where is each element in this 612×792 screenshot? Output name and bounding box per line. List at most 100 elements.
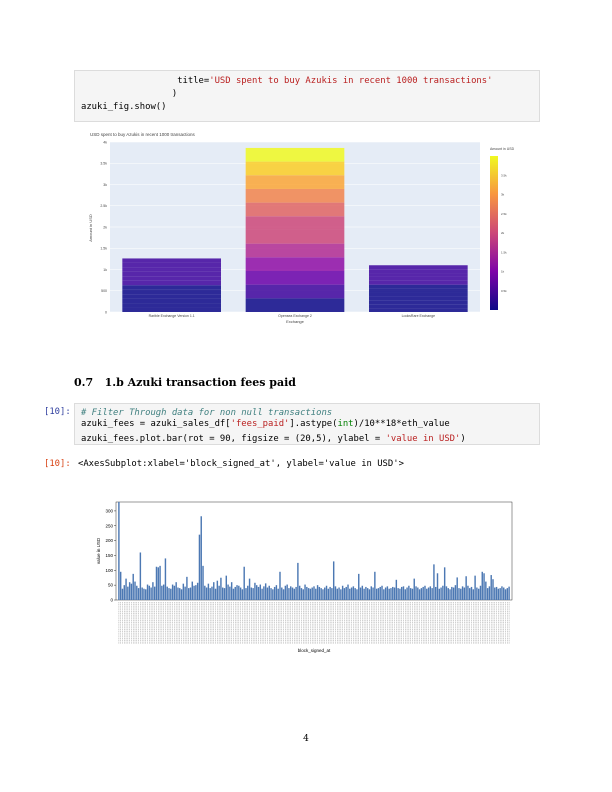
- fees-bar: [313, 586, 315, 600]
- bar-segment: [122, 267, 221, 272]
- bar-segment: [369, 280, 468, 285]
- fees-bar: [127, 586, 129, 600]
- fees-bar: [361, 585, 364, 600]
- fees-bar: [492, 579, 494, 600]
- fees-bar: [166, 586, 168, 600]
- bar-segment: [245, 284, 345, 299]
- fees-bar: [198, 534, 201, 600]
- code-line-title: title='USD spent to buy Azukis in recent…: [177, 76, 493, 86]
- fees-bar: [164, 558, 167, 600]
- code-line-show: azuki_fig.show(): [81, 102, 167, 112]
- fees-bar: [443, 567, 446, 600]
- fees-bar: [227, 584, 229, 600]
- y-tick-label: 100: [105, 568, 113, 573]
- fees-bar: [189, 587, 192, 600]
- fees-bar: [216, 580, 219, 600]
- fees-x-tick-labels: [118, 602, 510, 644]
- fees-bar: [477, 588, 480, 600]
- plot-bars: [122, 147, 468, 312]
- y-tick-label: 250: [105, 523, 113, 528]
- fees-bar: [488, 586, 491, 600]
- fees-bar: [400, 586, 403, 600]
- bar-1: [245, 147, 345, 312]
- code-line-fees-assign: azuki_fees = azuki_sales_df['fees_paid']…: [81, 419, 450, 429]
- bar-segment: [122, 258, 221, 263]
- fees-bar: [266, 587, 269, 600]
- fees-bar: [417, 587, 419, 600]
- fees-bar: [356, 589, 358, 600]
- fees-bar: [452, 587, 455, 600]
- fees-bar: [279, 571, 281, 600]
- fees-y-ticks: 0 50 100 150 200 250 300: [105, 508, 116, 603]
- fees-bar: [286, 584, 288, 600]
- fees-bar: [460, 588, 462, 600]
- plotly-bar-chart: USD spent to buy Azukis in recent 1000 t…: [88, 132, 515, 324]
- fees-bar: [277, 588, 279, 600]
- plot-tick-labels: 0 500 1k 1.5k 2k 2.5k 3k 3.5k 4k Rarible Exchange…: [100, 140, 435, 318]
- fees-bar: [426, 588, 428, 600]
- fees-bar: [409, 588, 412, 600]
- fees-bar: [350, 587, 353, 600]
- fees-bar: [316, 585, 319, 600]
- fees-bar: [445, 586, 448, 600]
- colorbar-tick: 3k: [501, 193, 505, 197]
- fees-bar: [386, 586, 389, 600]
- fees-bar: [384, 587, 387, 600]
- fees-bar: [288, 588, 290, 600]
- fees-bar: [494, 587, 496, 600]
- fees-bar: [379, 586, 381, 600]
- y-tick-label: 3k: [103, 183, 107, 187]
- fees-bar: [157, 567, 159, 600]
- fees-bar: [354, 588, 356, 600]
- input-prompt: [10]:: [44, 407, 71, 417]
- y-tick-label: 0: [105, 310, 107, 314]
- fees-bar: [325, 585, 328, 600]
- fees-bar: [501, 586, 503, 600]
- fees-bar: [338, 587, 340, 600]
- x-tick-label: Opensea Exchange 2: [278, 314, 312, 318]
- fees-bar: [424, 585, 426, 600]
- fees-bar: [125, 578, 127, 600]
- code-cell-fees[interactable]: # Filter Through data for non null trans…: [74, 403, 540, 445]
- fees-bar: [180, 589, 183, 600]
- fees-bar: [282, 589, 285, 600]
- fees-bar: [465, 576, 467, 600]
- bar-segment: [245, 175, 345, 189]
- fees-bar: [291, 587, 294, 600]
- fees-bar: [272, 589, 274, 600]
- section-title: 1.b Azuki transaction fees paid: [104, 376, 296, 389]
- colorbar-tick: 3.5k: [501, 173, 507, 177]
- fees-bar: [148, 585, 151, 600]
- fees-bar: [245, 588, 247, 600]
- bar-segment: [122, 307, 221, 312]
- colorbar-tick: 1.5k: [501, 250, 507, 254]
- fees-bar: [221, 587, 224, 600]
- fees-bar: [238, 585, 240, 600]
- fees-bar: [413, 578, 415, 600]
- fees-plot-area: [115, 501, 513, 601]
- fees-bar: [146, 584, 149, 600]
- fees-bar: [497, 588, 500, 600]
- fees-bar: [318, 586, 321, 600]
- fees-bar: [275, 585, 278, 600]
- fees-bar: [368, 589, 371, 600]
- fees-bar: [454, 585, 457, 600]
- fees-bar: [327, 588, 330, 600]
- fees-bar: [472, 589, 475, 600]
- code-cell-top[interactable]: title='USD spent to buy Azukis in recent…: [74, 70, 540, 122]
- bar-segment: [122, 285, 221, 290]
- y-tick-label: 1k: [103, 268, 107, 272]
- fees-bar: [152, 582, 154, 600]
- fees-bar: [415, 586, 417, 600]
- fees-bar: [177, 587, 179, 600]
- fees-bar: [225, 575, 228, 600]
- fees-y-axis-label: value in USD: [96, 537, 101, 564]
- colorbar-tick: 2k: [501, 231, 505, 235]
- fees-bar: [358, 573, 360, 600]
- fees-bar: [336, 588, 338, 600]
- fees-bar: [264, 583, 267, 600]
- fees-bar: [374, 571, 376, 600]
- bar-segment: [122, 280, 221, 286]
- fees-bar: [436, 573, 439, 600]
- fees-bar: [261, 588, 263, 600]
